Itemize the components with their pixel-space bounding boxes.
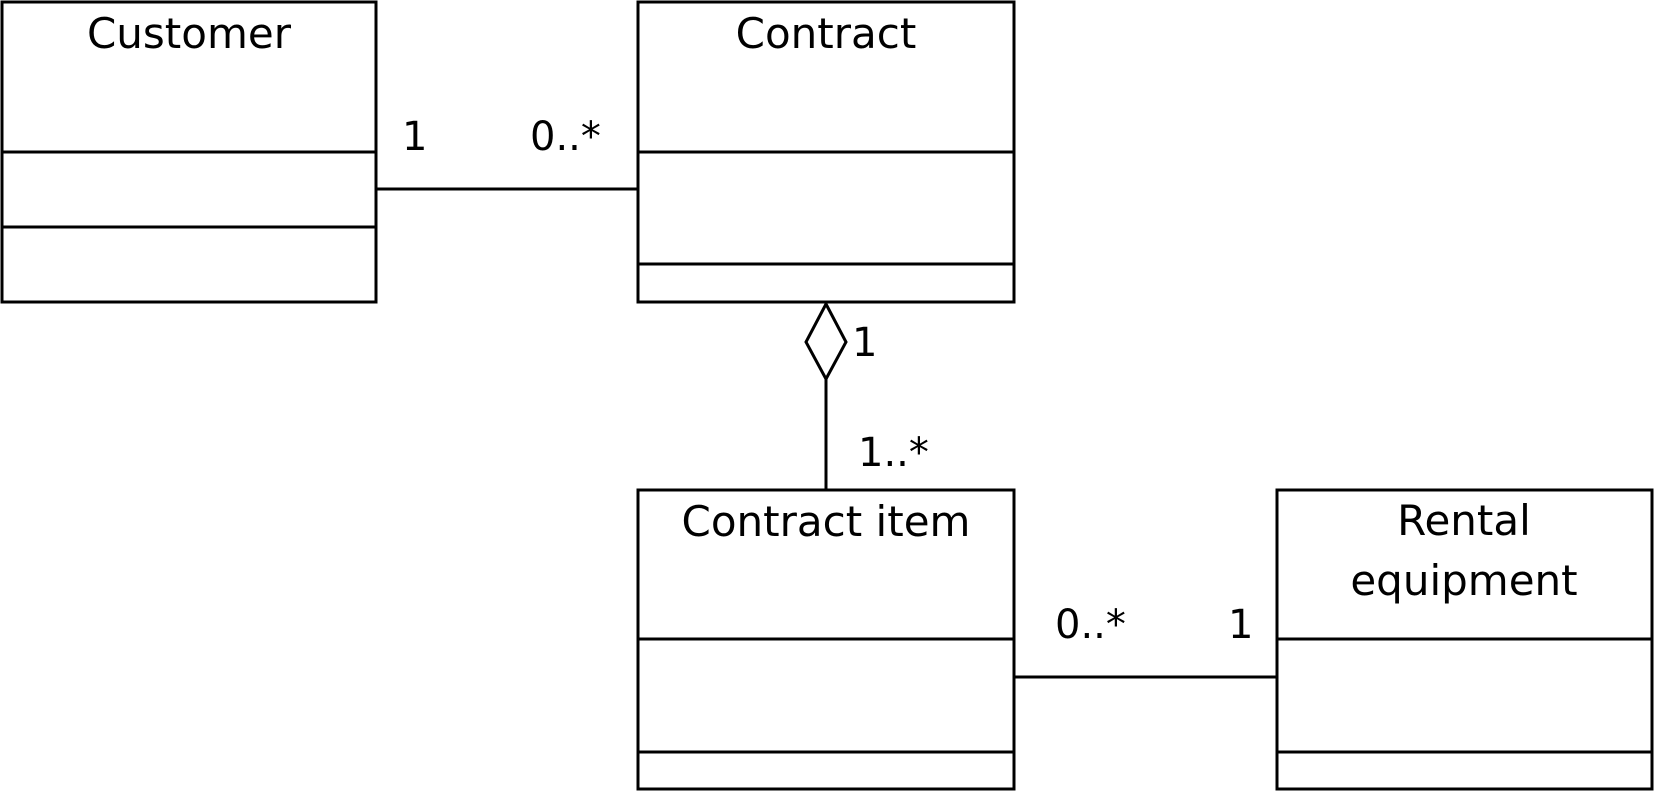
class-contract[interactable]: Contract bbox=[636, 0, 1016, 304]
association-customer-contract: 1 0..* bbox=[376, 114, 638, 191]
association-contract-item-rental-equipment: 0..* 1 bbox=[1014, 602, 1277, 679]
multiplicity-contract-end: 1 bbox=[852, 320, 877, 366]
multiplicity-item-end: 0..* bbox=[1055, 602, 1126, 648]
class-rental-equipment[interactable]: Rental equipment bbox=[1275, 488, 1654, 791]
multiplicity-customer-end: 1 bbox=[402, 114, 427, 160]
aggregation-contract-contract-item: 1 1..* bbox=[804, 300, 929, 490]
class-name: Contract item bbox=[682, 497, 971, 546]
multiplicity-item-end: 1..* bbox=[858, 430, 929, 476]
multiplicity-contract-end: 0..* bbox=[530, 114, 601, 160]
multiplicity-rental-end: 1 bbox=[1228, 602, 1253, 648]
class-name: Contract bbox=[736, 9, 917, 58]
class-name-line-1: Rental bbox=[1397, 496, 1531, 545]
class-contract-item[interactable]: Contract item bbox=[636, 488, 1016, 791]
class-name-line-2: equipment bbox=[1350, 556, 1577, 605]
aggregation-diamond-icon bbox=[804, 300, 848, 383]
class-customer[interactable]: Customer bbox=[0, 0, 378, 304]
class-name: Customer bbox=[87, 9, 292, 58]
